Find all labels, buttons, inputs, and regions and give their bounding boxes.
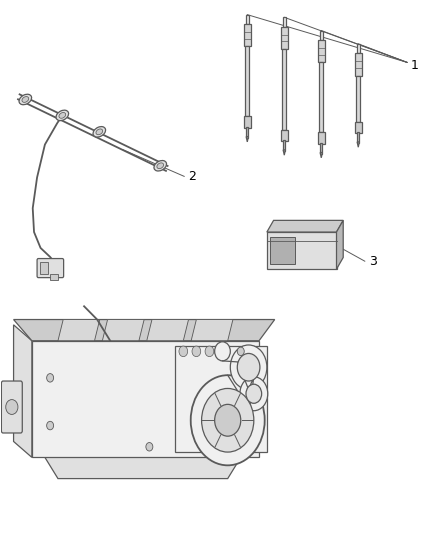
Bar bbox=[283, 140, 286, 151]
Ellipse shape bbox=[22, 96, 28, 102]
Bar bbox=[319, 62, 323, 132]
Polygon shape bbox=[267, 220, 343, 232]
Ellipse shape bbox=[96, 129, 102, 135]
Ellipse shape bbox=[19, 94, 32, 104]
Circle shape bbox=[230, 345, 267, 390]
Circle shape bbox=[237, 353, 260, 381]
Circle shape bbox=[237, 347, 244, 356]
Circle shape bbox=[201, 389, 254, 452]
Circle shape bbox=[192, 346, 201, 357]
Ellipse shape bbox=[154, 160, 166, 171]
Polygon shape bbox=[357, 142, 359, 147]
Bar bbox=[244, 116, 251, 128]
Ellipse shape bbox=[157, 163, 164, 168]
Bar bbox=[355, 122, 361, 133]
FancyBboxPatch shape bbox=[1, 381, 22, 433]
Ellipse shape bbox=[59, 112, 66, 118]
Bar bbox=[318, 40, 325, 62]
Polygon shape bbox=[14, 319, 275, 341]
Polygon shape bbox=[191, 319, 233, 341]
Circle shape bbox=[215, 342, 230, 361]
Circle shape bbox=[205, 346, 214, 357]
Bar bbox=[283, 49, 286, 130]
Polygon shape bbox=[320, 152, 322, 158]
Polygon shape bbox=[14, 325, 32, 457]
Polygon shape bbox=[58, 319, 100, 341]
Bar bbox=[267, 232, 336, 269]
Polygon shape bbox=[336, 220, 343, 269]
Polygon shape bbox=[102, 319, 144, 341]
Bar bbox=[244, 24, 251, 46]
Bar bbox=[357, 132, 359, 143]
Bar bbox=[270, 237, 295, 264]
Bar bbox=[245, 46, 249, 116]
Polygon shape bbox=[283, 150, 286, 155]
Circle shape bbox=[6, 400, 18, 415]
Circle shape bbox=[191, 375, 265, 465]
Bar bbox=[49, 274, 58, 280]
Circle shape bbox=[47, 421, 53, 430]
Circle shape bbox=[47, 374, 53, 382]
Bar bbox=[320, 143, 322, 154]
Ellipse shape bbox=[56, 110, 69, 120]
Bar bbox=[40, 262, 48, 274]
Bar bbox=[320, 30, 323, 40]
FancyBboxPatch shape bbox=[37, 259, 64, 278]
Circle shape bbox=[179, 346, 187, 357]
Bar bbox=[355, 53, 362, 76]
Bar bbox=[281, 130, 288, 141]
Circle shape bbox=[240, 377, 268, 411]
Bar bbox=[246, 127, 248, 138]
Ellipse shape bbox=[93, 126, 106, 137]
Circle shape bbox=[146, 442, 153, 451]
Circle shape bbox=[215, 405, 241, 436]
Text: 2: 2 bbox=[188, 170, 196, 183]
Text: 3: 3 bbox=[369, 255, 377, 268]
Polygon shape bbox=[246, 136, 248, 142]
Text: 1: 1 bbox=[410, 59, 418, 71]
Polygon shape bbox=[32, 341, 259, 457]
Polygon shape bbox=[176, 346, 267, 452]
Bar bbox=[246, 14, 249, 24]
Bar bbox=[281, 27, 288, 49]
Circle shape bbox=[246, 384, 261, 403]
Bar bbox=[318, 132, 325, 144]
Bar bbox=[356, 76, 360, 122]
Polygon shape bbox=[147, 319, 188, 341]
Bar bbox=[283, 17, 286, 27]
Polygon shape bbox=[45, 457, 241, 479]
Bar bbox=[357, 44, 360, 53]
